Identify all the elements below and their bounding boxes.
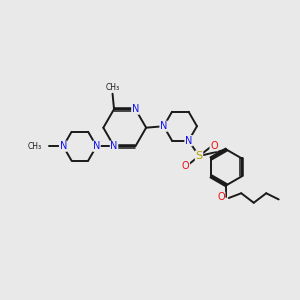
- Text: O: O: [182, 161, 190, 171]
- Text: N: N: [132, 104, 139, 114]
- Text: N: N: [160, 121, 167, 131]
- Text: O: O: [210, 141, 218, 151]
- Text: S: S: [196, 151, 202, 161]
- Text: CH₃: CH₃: [28, 142, 42, 151]
- Text: N: N: [185, 136, 192, 146]
- Text: O: O: [217, 192, 225, 202]
- Text: N: N: [93, 141, 100, 151]
- Text: N: N: [110, 141, 118, 151]
- Text: N: N: [59, 141, 67, 151]
- Text: CH₃: CH₃: [106, 83, 120, 92]
